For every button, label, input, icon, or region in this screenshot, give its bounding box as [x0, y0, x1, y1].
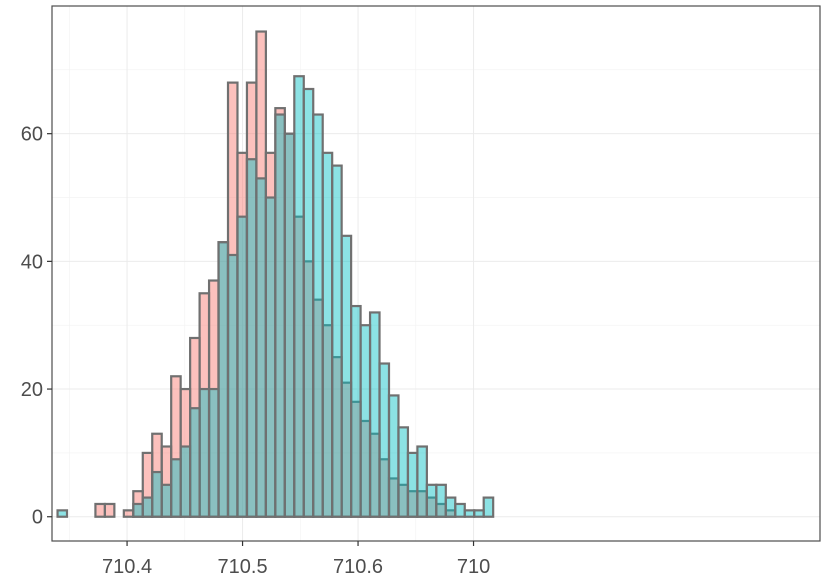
y-tick-label: 20 — [21, 379, 43, 401]
histogram-bar — [340, 234, 353, 518]
histogram-bar — [141, 496, 154, 518]
y-tick-label: 60 — [21, 124, 43, 146]
series-teal-bars — [56, 75, 495, 518]
histogram-bar — [397, 426, 410, 518]
x-tick-label: 710.5 — [218, 556, 268, 578]
histogram-bar — [226, 253, 239, 518]
major-gridlines — [52, 6, 820, 541]
histogram-bar — [359, 324, 372, 518]
x-tick-label: 710.4 — [102, 556, 152, 578]
histogram-bar — [406, 451, 419, 518]
histogram-bar — [463, 509, 476, 518]
x-tick-label: 710 — [457, 556, 490, 578]
histogram-bar — [132, 502, 144, 518]
histogram-bar — [179, 445, 192, 518]
histogram-bar — [473, 509, 485, 518]
histogram-bar — [454, 502, 466, 518]
minor-gridlines — [52, 6, 820, 541]
histogram-bar — [378, 362, 391, 518]
histogram-bar — [264, 196, 277, 518]
histogram-bar — [425, 483, 438, 518]
histogram-bar — [170, 458, 182, 518]
histogram-bar — [293, 75, 305, 518]
histogram-bar — [331, 164, 343, 518]
histogram-bar — [435, 483, 447, 518]
histogram-bar — [236, 215, 249, 518]
histogram-bar — [198, 387, 211, 518]
y-axis: 0 20 40 60 — [21, 124, 52, 529]
histogram-bar — [416, 445, 428, 518]
histogram-bar — [368, 311, 381, 518]
histogram-bar — [151, 470, 163, 518]
histogram-bar — [207, 387, 220, 518]
histogram-bar — [160, 483, 173, 518]
x-tick-label: 710.6 — [333, 556, 383, 578]
y-tick-label: 40 — [21, 251, 43, 273]
histogram-bar — [245, 158, 258, 518]
histogram-bar — [122, 509, 135, 518]
histogram-bar — [302, 87, 315, 518]
histogram-bar — [255, 177, 267, 518]
histogram-bar — [312, 113, 324, 518]
y-tick-label: 0 — [32, 507, 43, 529]
histogram-bar — [94, 502, 106, 518]
histogram-bar — [217, 241, 230, 518]
histogram-bar — [283, 132, 296, 518]
plot-panel-border — [51, 5, 821, 542]
histogram-bar — [56, 509, 69, 518]
histogram-bar — [350, 304, 362, 518]
histogram-bar — [482, 496, 495, 518]
histogram-bar — [103, 502, 116, 518]
histogram-bar — [444, 496, 457, 518]
x-axis: 710.4 710.5 710.6 710 — [102, 541, 490, 578]
histogram-bar — [274, 113, 286, 518]
histogram-bar — [387, 394, 400, 518]
histogram-bar — [189, 407, 201, 518]
histogram-bar — [321, 151, 334, 518]
